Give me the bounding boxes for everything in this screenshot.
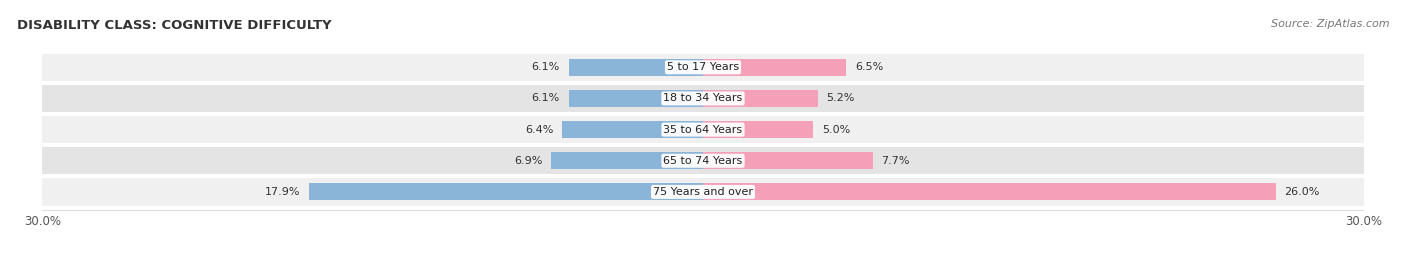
Text: 18 to 34 Years: 18 to 34 Years	[664, 93, 742, 103]
Text: 6.1%: 6.1%	[531, 93, 560, 103]
Text: 17.9%: 17.9%	[264, 187, 299, 197]
Text: 65 to 74 Years: 65 to 74 Years	[664, 156, 742, 166]
Bar	[568, 90, 703, 107]
Text: 6.5%: 6.5%	[855, 62, 883, 72]
Bar	[551, 152, 703, 169]
Bar	[562, 121, 703, 138]
Text: 5 to 17 Years: 5 to 17 Years	[666, 62, 740, 72]
Text: 35 to 64 Years: 35 to 64 Years	[664, 124, 742, 135]
Text: 6.4%: 6.4%	[524, 124, 553, 135]
Text: 7.7%: 7.7%	[882, 156, 910, 166]
Bar	[309, 183, 703, 200]
Text: 75 Years and over: 75 Years and over	[652, 187, 754, 197]
Bar	[703, 59, 846, 76]
Text: 5.2%: 5.2%	[827, 93, 855, 103]
Text: 6.9%: 6.9%	[513, 156, 543, 166]
Bar	[42, 147, 1364, 174]
Bar	[568, 59, 703, 76]
Legend: Male, Female: Male, Female	[641, 266, 765, 270]
Bar	[42, 85, 1364, 112]
Bar	[703, 152, 873, 169]
Bar	[42, 178, 1364, 206]
Text: Source: ZipAtlas.com: Source: ZipAtlas.com	[1271, 19, 1389, 29]
Bar	[703, 90, 817, 107]
Text: 5.0%: 5.0%	[823, 124, 851, 135]
Text: 6.1%: 6.1%	[531, 62, 560, 72]
Text: DISABILITY CLASS: COGNITIVE DIFFICULTY: DISABILITY CLASS: COGNITIVE DIFFICULTY	[17, 19, 332, 32]
Bar	[703, 121, 813, 138]
Bar	[703, 183, 1275, 200]
Bar	[42, 116, 1364, 143]
Text: 26.0%: 26.0%	[1285, 187, 1320, 197]
Bar	[42, 53, 1364, 81]
